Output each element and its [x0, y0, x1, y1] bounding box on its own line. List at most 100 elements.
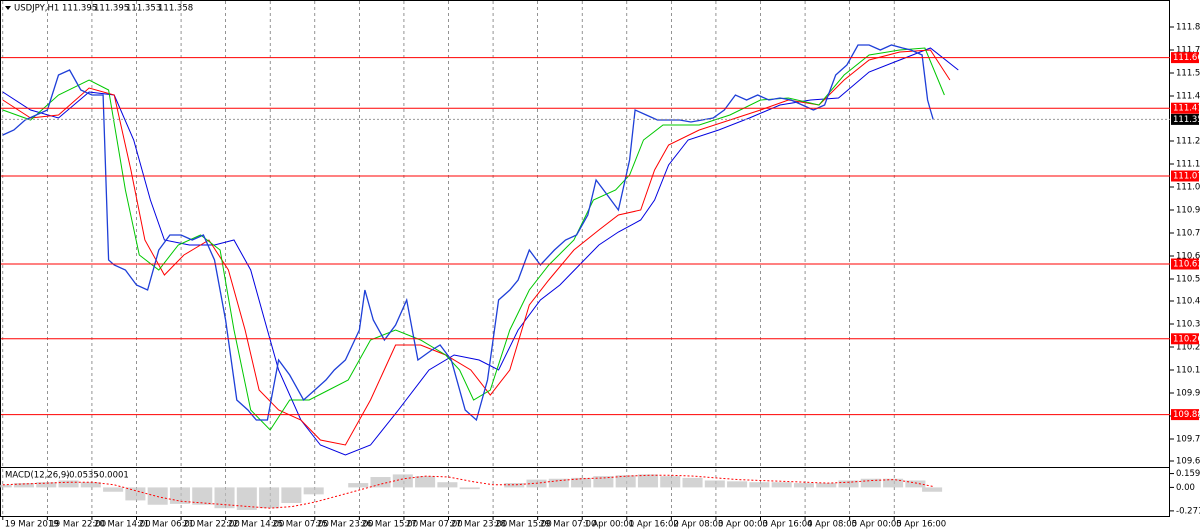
x-tick-label: 27 Mar 07:00	[406, 520, 463, 530]
histogram-bar	[571, 477, 592, 488]
histogram-bar	[704, 480, 725, 488]
histogram-bar	[860, 478, 881, 488]
x-tick-label: 1 Apr 00:00	[584, 520, 634, 530]
level-label-bg	[1171, 258, 1199, 270]
histogram-bar	[58, 480, 79, 488]
histogram-bar	[259, 487, 280, 509]
x-tick-label: 21 Mar 06:00	[139, 520, 196, 530]
y-tick-label: 110.105	[1176, 366, 1200, 376]
x-tick-label: 25 Mar 07:00	[272, 520, 329, 530]
y-tick-label: 110.560	[1176, 275, 1200, 285]
y-tick-label: 111.475	[1176, 92, 1200, 102]
histogram-bar	[13, 483, 34, 488]
signal-line	[2, 474, 934, 509]
moving-average	[2, 47, 959, 456]
x-tick-label: 26 Mar 15:00	[361, 520, 418, 530]
level-label: 111.667	[1173, 53, 1200, 63]
histogram-bar	[370, 477, 391, 488]
bar-close: 111.358	[158, 4, 193, 14]
histogram-bar	[905, 480, 926, 488]
x-tick-label: 3 Apr 00:00	[718, 520, 768, 530]
histogram-bar	[281, 487, 302, 504]
histogram-bar	[192, 487, 213, 505]
macd-title: MACD(12,26,9)	[5, 471, 70, 481]
histogram-bar	[169, 487, 190, 504]
x-tick-label: 27 Mar 23:00	[451, 520, 508, 530]
histogram-bar	[214, 487, 235, 509]
histogram-bar	[147, 487, 168, 505]
x-tick-label: 3 Apr 16:00	[763, 520, 813, 530]
histogram-bar	[816, 483, 837, 488]
x-tick-label: 19 Mar 2019	[5, 520, 59, 530]
y-tick-label: 111.250	[1176, 137, 1200, 147]
y-tick-label: 111.590	[1176, 69, 1200, 79]
dropdown-icon[interactable]	[5, 6, 11, 10]
histogram-bar	[236, 487, 257, 510]
histogram-bar	[682, 477, 703, 488]
histogram-bar	[922, 487, 943, 492]
macd-main-value: -0.0535	[66, 471, 99, 481]
x-tick-label: 21 Mar 22:00	[183, 520, 240, 530]
y-tick-label: -0.271	[1176, 506, 1200, 516]
x-tick-label: 25 Mar 23:00	[317, 520, 374, 530]
histogram-bar	[727, 481, 748, 488]
histogram-bar	[749, 482, 770, 488]
bar-high: 111.395	[94, 4, 129, 14]
histogram-bar	[593, 476, 614, 488]
y-tick-label: 110.335	[1176, 320, 1200, 330]
histogram-bar	[80, 482, 101, 488]
current-price-bg	[1171, 113, 1199, 125]
histogram-bar	[615, 475, 636, 488]
y-tick-label: 0.00	[1176, 483, 1195, 493]
histogram-bar	[125, 487, 146, 501]
histogram-bar	[771, 482, 792, 488]
y-tick-label: 110.450	[1176, 297, 1200, 307]
x-tick-label: 22 Mar 14:00	[228, 520, 285, 530]
histogram-bar	[0, 484, 12, 488]
histogram-bar	[303, 487, 324, 495]
level-label: 111.075	[1173, 172, 1200, 182]
x-tick-label: 20 Mar 14:00	[94, 520, 151, 530]
x-tick-label: 29 Mar 07:00	[540, 520, 597, 530]
level-label-bg	[1171, 170, 1199, 182]
histogram-bar	[838, 480, 859, 488]
x-tick-label: 4 Apr 08:00	[807, 520, 857, 530]
x-tick-label: 5 Apr 16:00	[896, 520, 946, 530]
level-label: 110.635	[1173, 260, 1200, 270]
macd-signal-value: -0.0001	[96, 471, 129, 481]
level-label-bg	[1171, 333, 1199, 345]
y-tick-label: 110.905	[1176, 206, 1200, 216]
x-tick-label: 1 Apr 16:00	[629, 520, 679, 530]
histogram-bar	[660, 476, 681, 488]
y-tick-label: 0.1597	[1176, 469, 1200, 479]
y-tick-label: 111.705	[1176, 46, 1200, 56]
x-tick-label: 5 Apr 00:00	[852, 520, 902, 530]
histogram-bar	[637, 474, 658, 488]
symbol-title: USDJPY,H1	[14, 4, 59, 14]
histogram-bar	[392, 474, 413, 488]
y-tick-label: 109.650	[1176, 457, 1200, 467]
histogram-bar	[415, 476, 436, 488]
histogram-bar	[103, 487, 124, 492]
level-label-bg	[1171, 52, 1199, 64]
level-label-bg	[1171, 409, 1199, 421]
histogram-bar	[548, 478, 569, 488]
y-tick-label: 109.990	[1176, 389, 1200, 399]
y-tick-label: 110.790	[1176, 229, 1200, 239]
plot-frame	[0, 0, 1170, 517]
x-tick-label: 2 Apr 08:00	[673, 520, 723, 530]
y-tick-label: 109.760	[1176, 435, 1200, 445]
price-line	[2, 44, 934, 422]
bar-open: 111.395	[62, 4, 97, 14]
y-tick-label: 111.135	[1176, 160, 1200, 170]
x-tick-label: 28 Mar 15:00	[495, 520, 552, 530]
y-tick-label: 110.220	[1176, 343, 1200, 353]
histogram-bar	[348, 483, 369, 488]
histogram-bar	[883, 478, 904, 488]
histogram-bar	[36, 482, 57, 488]
histogram-bar	[437, 482, 458, 488]
level-label-bg	[1171, 102, 1199, 114]
bar-low: 111.353	[126, 4, 161, 14]
current-price-label: 111.358	[1173, 115, 1200, 125]
